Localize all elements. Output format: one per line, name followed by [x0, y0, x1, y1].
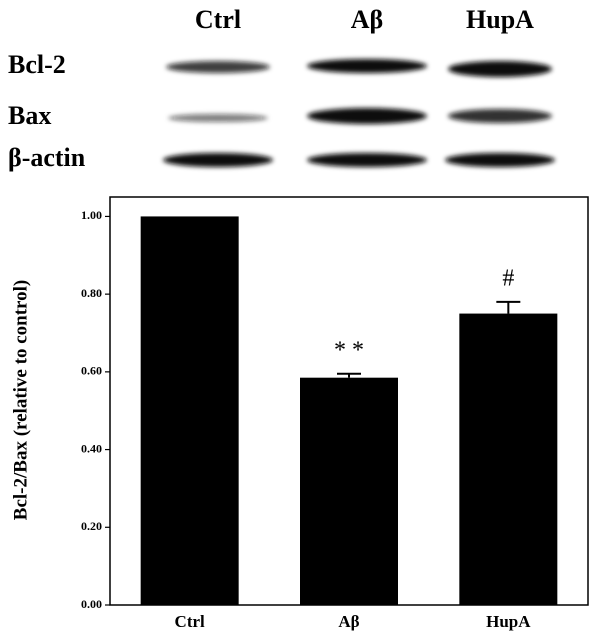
y-tick-label: 0.20 — [81, 519, 102, 533]
bar — [459, 313, 558, 605]
significance-label: # — [502, 265, 514, 291]
y-tick-label: 1.00 — [81, 208, 102, 222]
error-bar — [496, 300, 521, 314]
x-tick-label: HupA — [486, 612, 531, 631]
y-tick-label: 0.60 — [81, 364, 102, 378]
y-tick-label: 0.80 — [81, 286, 102, 300]
significance-label: * * — [334, 337, 364, 363]
x-tick-label: Aβ — [338, 612, 359, 631]
blot-column-label: Ctrl — [195, 5, 241, 34]
blot-column-label: HupA — [466, 5, 534, 34]
blot-row-label: β-actin — [8, 143, 86, 172]
bar — [300, 377, 398, 605]
error-bar — [337, 372, 361, 378]
blot-row-label: Bax — [8, 101, 51, 130]
y-tick-label: 0.40 — [81, 441, 102, 455]
x-tick-label: Ctrl — [175, 612, 205, 631]
bar — [140, 216, 239, 605]
y-tick-label: 0.00 — [81, 597, 102, 611]
blot-column-label: Aβ — [351, 5, 383, 34]
blot-image — [163, 59, 555, 167]
y-axis-label: Bcl-2/Bax (relative to control) — [10, 280, 31, 520]
blot-row-label: Bcl-2 — [8, 50, 66, 79]
